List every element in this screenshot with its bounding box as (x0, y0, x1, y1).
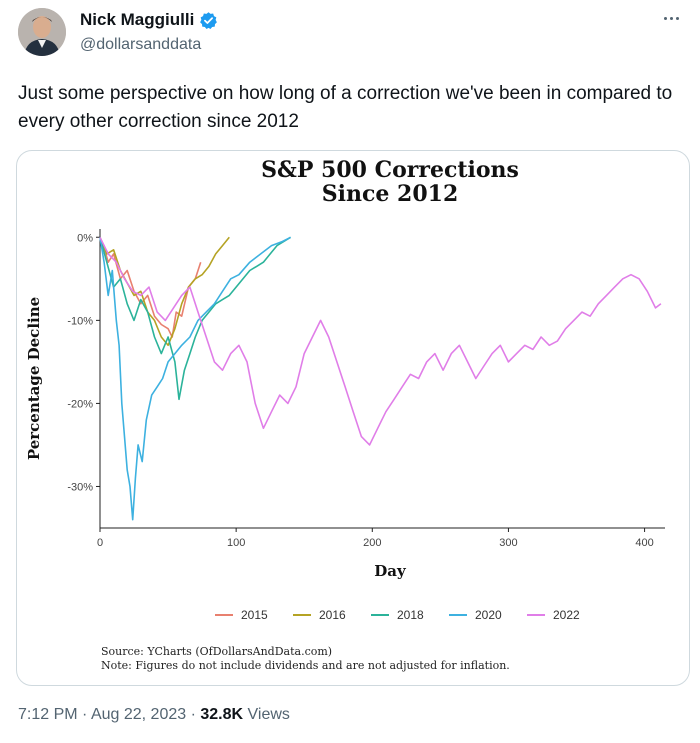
more-options-icon[interactable] (658, 8, 684, 28)
y-tick-label: 0% (77, 232, 93, 244)
legend-label-2016: 2016 (319, 608, 346, 622)
x-tick-label: 100 (227, 537, 245, 549)
avatar[interactable] (18, 8, 66, 56)
meta-separator: · (190, 706, 196, 723)
verified-badge-icon (200, 11, 218, 29)
x-tick-label: 200 (363, 537, 381, 549)
series-line-2016 (99, 236, 230, 347)
series-line-2015 (99, 236, 202, 338)
legend-label-2015: 2015 (241, 608, 268, 622)
chart-image-card[interactable]: S&P 500 Corrections Since 2012 0% -10% -20% -… (16, 150, 690, 686)
tweet-time[interactable]: 7:12 PM (18, 706, 78, 723)
meta-separator: · (82, 706, 88, 723)
tweet-date[interactable]: Aug 22, 2023 (90, 706, 187, 723)
x-tick-label: 0 (97, 537, 103, 549)
series-line-2022 (99, 236, 662, 446)
legend-label-2022: 2022 (553, 608, 580, 622)
views-count: 32.8K (200, 706, 244, 723)
author-name-row[interactable]: Nick Maggiulli (80, 10, 218, 30)
legend-label-2018: 2018 (397, 608, 424, 622)
x-tick-label: 400 (635, 537, 653, 549)
legend-label-2020: 2020 (475, 608, 502, 622)
series-line-2020 (99, 236, 291, 521)
y-axis-label: Percentage Decline (25, 297, 43, 460)
tweet-text: Just some perspective on how long of a c… (18, 83, 673, 132)
author-handle[interactable]: @dollarsanddata (80, 36, 202, 53)
chart-source: Source: YCharts (OfDollarsAndData.com) (101, 645, 332, 658)
series-line-2018 (99, 236, 292, 401)
chart-note: Note: Figures do not include dividends a… (101, 659, 510, 672)
y-tick-label: -10% (67, 315, 93, 327)
views-label: Views (247, 706, 290, 723)
x-axis-label: Day (374, 562, 407, 580)
y-tick-label: -20% (67, 398, 93, 410)
x-tick-label: 300 (499, 537, 517, 549)
avatar-photo-icon (18, 8, 66, 56)
y-tick-label: -30% (67, 481, 93, 493)
chart-title-line2: Since 2012 (322, 181, 459, 207)
author-name[interactable]: Nick Maggiulli (80, 10, 195, 29)
tweet-meta: 7:12 PM · Aug 22, 2023 · 32.8K Views (18, 706, 290, 724)
chart-title-line1: S&P 500 Corrections (261, 157, 519, 183)
